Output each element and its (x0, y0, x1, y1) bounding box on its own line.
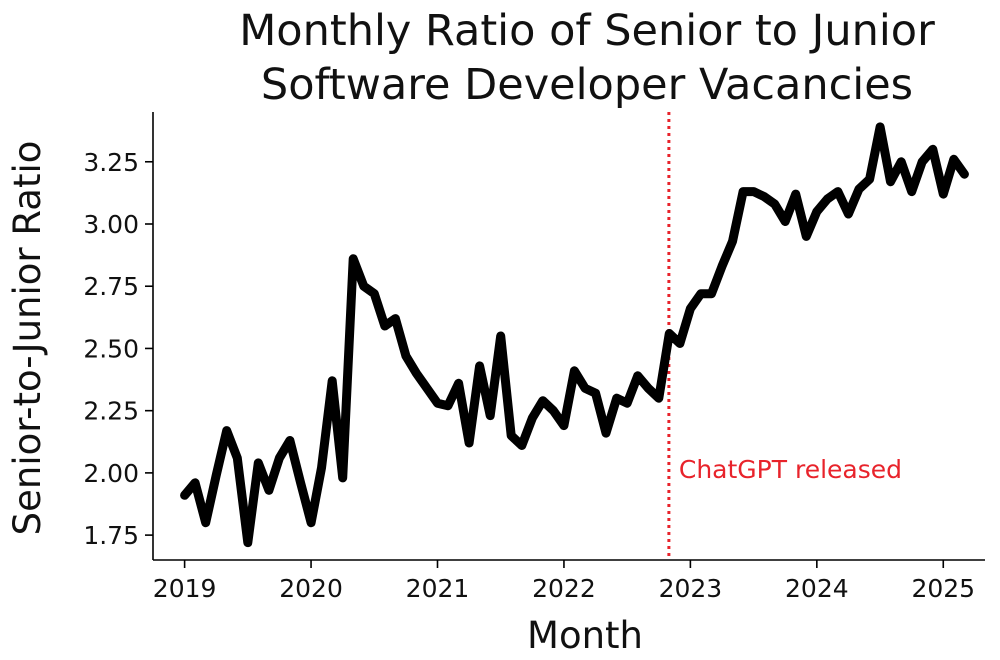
x-tick-label: 2021 (406, 574, 470, 603)
series-line-ratio (180, 122, 969, 548)
y-tick-label: 2.00 (83, 459, 139, 488)
y-ticks: 1.75 2.00 2.25 2.50 2.75 3.00 3.25 (83, 148, 153, 550)
x-tick-label: 2020 (279, 574, 343, 603)
chart-title-line-2: Software Developer Vacancies (261, 60, 913, 110)
chart-title-line-1: Monthly Ratio of Senior to Junior (239, 6, 935, 56)
x-ticks: 2019 2020 2021 2022 2023 2024 2025 (153, 560, 975, 603)
y-tick-label: 2.25 (83, 397, 139, 426)
y-tick-label: 2.50 (83, 334, 139, 363)
x-tick-label: 2019 (153, 574, 217, 603)
y-tick-label: 3.25 (83, 148, 139, 177)
x-tick-label: 2022 (532, 574, 596, 603)
y-tick-label: 2.75 (83, 272, 139, 301)
y-axis-label: Senior-to-Junior Ratio (6, 141, 49, 536)
x-tick-label: 2023 (659, 574, 723, 603)
x-axis-label: Month (527, 614, 643, 657)
chatgpt-release-label: ChatGPT released (679, 455, 902, 484)
y-tick-label: 3.00 (83, 210, 139, 239)
x-tick-label: 2025 (911, 574, 975, 603)
y-tick-label: 1.75 (83, 521, 139, 550)
x-tick-label: 2024 (785, 574, 849, 603)
